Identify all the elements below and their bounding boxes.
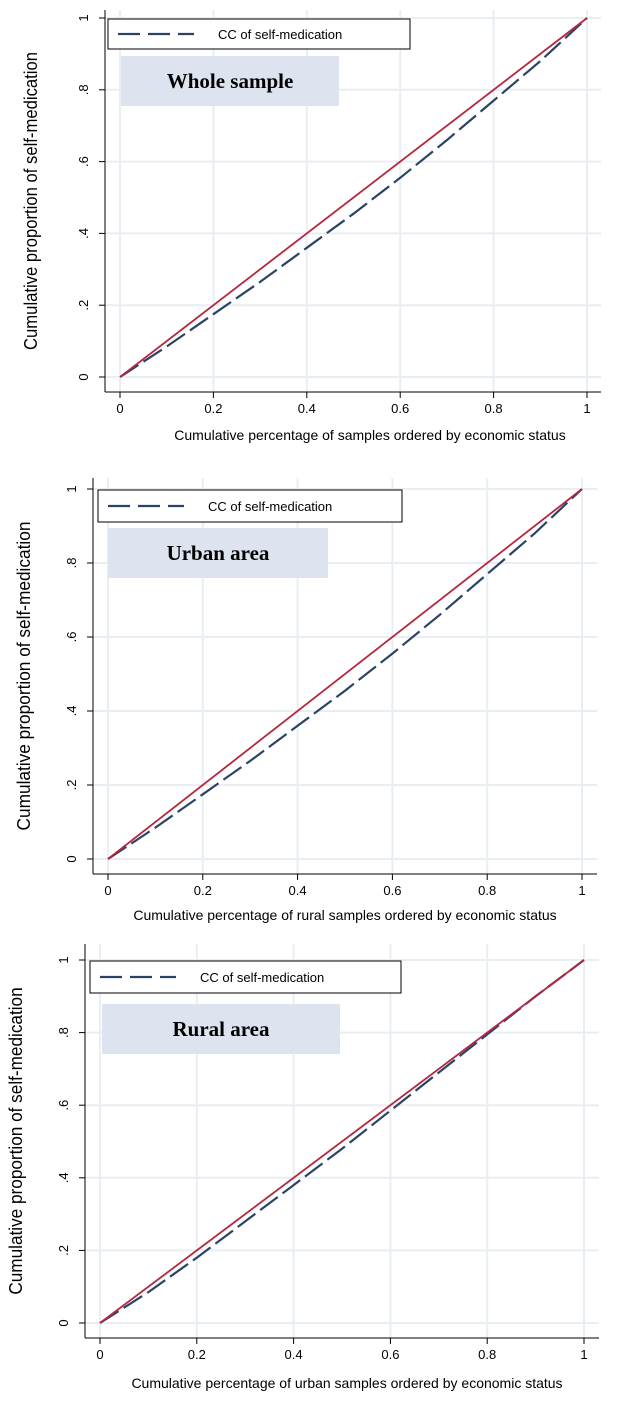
chart-panel-whole-sample: 0 0.2 0.4 0.6 0.8 1 0.2.4.6.8 1 Cumulative perce… — [0, 0, 629, 456]
concentration-curve-line — [119, 17, 588, 378]
x-tick-label: 0 — [96, 1347, 103, 1362]
y-tick-label: .6 — [56, 1100, 71, 1111]
x-tick-label: 0.6 — [391, 401, 409, 416]
concentration-curve-line — [99, 959, 585, 1324]
y-tick-label: 0 — [56, 1319, 71, 1326]
concentration-curve-line — [107, 488, 583, 860]
x-tick-label: 0.6 — [383, 883, 401, 898]
legend-label: CC of self-medication — [218, 27, 342, 42]
y-tick-label: 1 — [56, 956, 71, 963]
y-axis-title: Cumulative proportion of self-medication — [6, 987, 26, 1294]
x-tick-label: 0.8 — [478, 883, 496, 898]
equality-line — [107, 488, 583, 860]
x-tick-label: 0.2 — [204, 401, 222, 416]
x-tick-label: 0.8 — [485, 401, 503, 416]
chart-title: Rural area — [172, 1017, 270, 1041]
y-tick-label: 1 — [76, 14, 91, 21]
x-tick-label: 1 — [583, 401, 590, 416]
x-axis-title: Cumulative percentage of samples ordered… — [174, 427, 565, 443]
legend: CC of self-medication — [107, 18, 411, 50]
chart-title: Whole sample — [167, 69, 294, 93]
equality-line — [119, 17, 588, 378]
chart-panel-rural-area: 0 0.2 0.4 0.6 0.8 1 0.2.4.6.8 1 Cumulative perce… — [0, 928, 629, 1401]
y-tick-label: .6 — [64, 632, 79, 643]
title-box — [108, 528, 328, 578]
grid-lines — [93, 478, 597, 874]
x-tick-label: 1 — [580, 1347, 587, 1362]
y-tick-label: .6 — [76, 156, 91, 167]
legend: CC of self-medication — [97, 489, 403, 523]
y-tick-label: .2 — [64, 780, 79, 791]
chart-title: Urban area — [167, 541, 270, 565]
y-tick-label: .8 — [76, 84, 91, 95]
y-tick-label: .4 — [76, 228, 91, 239]
x-tick-label: 0.4 — [289, 883, 307, 898]
x-tick-label: 0 — [104, 883, 111, 898]
legend-label: CC of self-medication — [200, 970, 324, 985]
legend: CC of self-medication — [89, 960, 402, 994]
legend-label: CC of self-medication — [208, 499, 332, 514]
x-tick-label: 0.2 — [194, 883, 212, 898]
y-tick-label: 1 — [64, 485, 79, 492]
x-tick-label: 0.8 — [478, 1347, 496, 1362]
y-axis-title: Cumulative proportion of self-medication — [14, 522, 34, 831]
y-tick-label: 0 — [76, 373, 91, 380]
x-axis-title: Cumulative percentage of rural samples o… — [133, 907, 556, 923]
x-tick-label: 0.2 — [188, 1347, 206, 1362]
chart-panel-urban-area: 0 0.2 0.4 0.6 0.8 1 0.2.4.6.8 1 Cumulative perce… — [0, 456, 629, 928]
title-box — [102, 1004, 340, 1054]
y-tick-label: .2 — [76, 300, 91, 311]
y-tick-label: .8 — [64, 558, 79, 569]
x-tick-label: 0 — [116, 401, 123, 416]
x-tick-label: 0.4 — [285, 1347, 303, 1362]
y-tick-label: 0 — [64, 855, 79, 862]
y-axis-title: Cumulative proportion of self-medication — [21, 52, 41, 350]
title-box — [121, 56, 339, 106]
y-tick-label: .4 — [64, 706, 79, 717]
x-tick-label: 0.6 — [381, 1347, 399, 1362]
y-tick-label: .2 — [56, 1245, 71, 1256]
x-tick-label: 0.4 — [298, 401, 316, 416]
y-tick-label: .8 — [56, 1027, 71, 1038]
x-tick-label: 1 — [578, 883, 585, 898]
x-axis-title: Cumulative percentage of urban samples o… — [131, 1375, 562, 1391]
y-tick-label: .4 — [56, 1172, 71, 1183]
equality-line — [99, 959, 585, 1324]
